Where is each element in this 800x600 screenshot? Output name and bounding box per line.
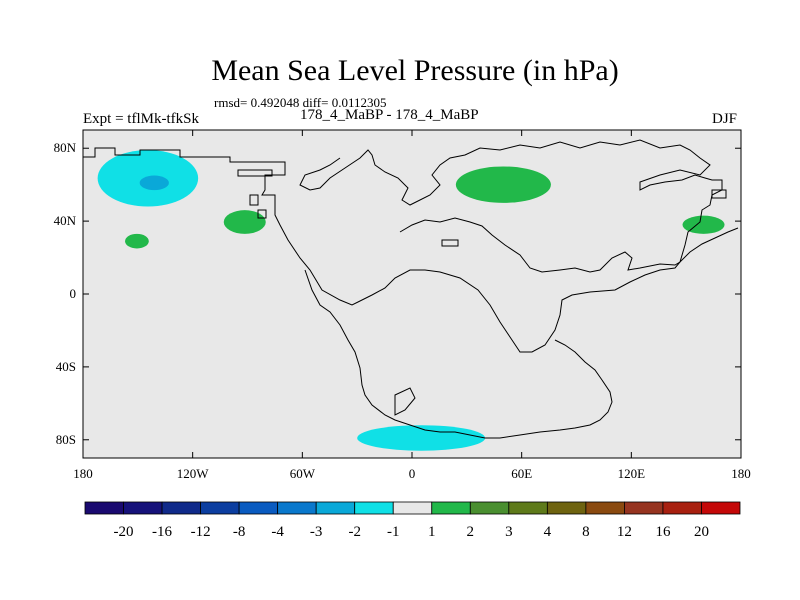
x-tick-label: 180	[73, 466, 93, 481]
x-tick-label: 180	[731, 466, 751, 481]
anomaly-eurasia-high	[455, 166, 551, 203]
colorbar-swatch	[546, 501, 587, 515]
anomaly-n-america-high	[223, 210, 266, 234]
y-tick-label: 40N	[54, 213, 77, 228]
colorbar-label: -1	[387, 524, 400, 540]
anomaly-ne-asia-high	[682, 215, 725, 234]
colorbar-label: -8	[233, 524, 246, 540]
colorbar-label: -16	[152, 524, 172, 540]
anomaly-layer	[97, 150, 725, 451]
stats-label: rmsd= 0.492048 diff= 0.0112305	[214, 95, 387, 110]
colorbar-swatch	[238, 501, 279, 515]
anomaly-n-pacific-low-core	[139, 175, 169, 191]
y-tick-label: 0	[70, 286, 77, 301]
colorbar-label: 3	[505, 524, 513, 540]
colorbar-swatch	[508, 501, 548, 515]
x-tick-label: 120W	[177, 466, 210, 481]
coastline-laurasia	[83, 139, 723, 353]
coastline-south-inner	[394, 387, 416, 416]
y-tick-label: 80S	[56, 432, 76, 447]
coastline-south	[304, 269, 613, 439]
colorbar-swatch	[662, 501, 702, 515]
coastline-east-islands	[711, 189, 727, 199]
colorbar-swatch	[469, 501, 510, 515]
colorbar-label: 16	[655, 524, 671, 540]
colorbar-swatch	[123, 501, 163, 515]
x-tick-label: 60W	[290, 466, 316, 481]
colorbar-swatch	[354, 501, 394, 515]
colorbar-swatch	[315, 501, 356, 515]
coastlines	[83, 139, 739, 439]
x-tick-label: 60E	[511, 466, 532, 481]
anomaly-n-pacific-high	[125, 233, 149, 249]
colorbar-swatch	[624, 501, 664, 515]
colorbar-swatch	[161, 501, 201, 515]
x-tick-label: 120E	[618, 466, 646, 481]
coastline-gondwana	[399, 217, 739, 273]
colorbar-label: 2	[467, 524, 475, 540]
y-tick-label: 80N	[54, 140, 77, 155]
y-tick-label: 40S	[56, 359, 76, 374]
coastline-inland-sea	[441, 239, 459, 247]
colorbar-label: -20	[114, 524, 134, 540]
colorbar-label: 20	[694, 524, 709, 540]
colorbar-swatch	[84, 501, 124, 515]
colorbar-label: 12	[617, 524, 632, 540]
colorbar-label: 4	[544, 524, 552, 540]
chart-title: Mean Sea Level Pressure (in hPa)	[211, 54, 619, 87]
colorbar-swatch	[200, 501, 240, 515]
experiment-label: Expt = tflMk-tfkSk	[83, 111, 199, 127]
colorbar-label: -12	[191, 524, 211, 540]
colorbar-swatch	[392, 501, 433, 515]
colorbar-label: -4	[271, 524, 284, 540]
colorbar-swatch	[585, 501, 625, 515]
colorbar-label: -2	[348, 524, 361, 540]
colorbar-label: 8	[582, 524, 590, 540]
period-label: 178_4_MaBP - 178_4_MaBP	[300, 107, 479, 123]
colorbar-swatch	[701, 501, 741, 515]
coastline-west-islands	[237, 169, 273, 219]
x-tick-label: 0	[409, 466, 416, 481]
colorbar-swatch	[431, 501, 471, 515]
colorbar: -20 -16 -12 -8 -4 -3 -2 -1 1 2 3 4 8 12 16 20	[84, 501, 741, 540]
colorbar-label: 1	[428, 524, 436, 540]
colorbar-label: -3	[310, 524, 323, 540]
season-label: DJF	[712, 111, 738, 127]
colorbar-swatch	[277, 501, 317, 515]
axis-ticks: 180 120W 60W 0 60E 120E 180 80N 40N 0 40S 80S	[54, 130, 751, 481]
